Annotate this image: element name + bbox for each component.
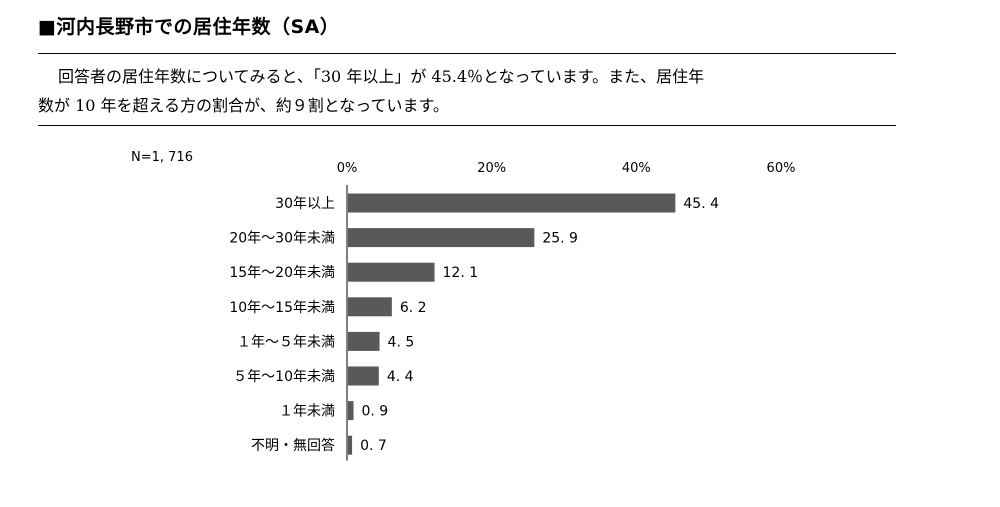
x-tick-label: 0% xyxy=(337,161,358,176)
bar xyxy=(348,435,353,455)
bar xyxy=(348,401,354,421)
bar-value-label: 0. 9 xyxy=(362,404,389,420)
bar xyxy=(348,331,380,351)
x-tick-label: 40% xyxy=(622,161,651,176)
bar xyxy=(348,193,676,213)
bar-value-label: 25. 9 xyxy=(542,231,578,247)
bar xyxy=(348,228,535,248)
category-label: 不明・無回答 xyxy=(251,437,335,454)
bar xyxy=(348,366,379,386)
bar-value-label: 6. 2 xyxy=(400,300,427,316)
summary-paragraph: 回答者の居住年数についてみると、「30 年以上」が 45.4％となっています。ま… xyxy=(38,62,896,120)
category-label: 15年～20年未満 xyxy=(229,265,335,281)
summary-line-1: 回答者の居住年数についてみると、「30 年以上」が 45.4％となっています。ま… xyxy=(38,62,896,91)
bar-value-label: 0. 7 xyxy=(360,438,387,454)
residence-years-bar-chart: 0% 20% 40% 60% 30年以上 45. 4 20年～30年未満 25. 9 15年～2… xyxy=(229,161,796,461)
bar xyxy=(348,297,392,317)
bar xyxy=(348,262,435,282)
bar-value-label: 45. 4 xyxy=(683,196,719,212)
category-label: １年未満 xyxy=(279,404,335,420)
category-label: 20年～30年未満 xyxy=(229,231,335,247)
page-title: ■河内長野市での居住年数（SA） xyxy=(38,16,340,38)
category-label: ５年～10年未満 xyxy=(233,369,335,385)
summary-line-2: 数が 10 年を超える方の割合が、約９割となっています。 xyxy=(38,96,449,115)
bar-value-label: 4. 5 xyxy=(388,334,415,350)
title-underline xyxy=(38,53,896,54)
x-tick-label: 60% xyxy=(767,161,796,176)
summary-line-1-text: 回答者の居住年数についてみると、「30 年以上」が 45.4％となっています。ま… xyxy=(58,67,705,86)
x-tick-label: 20% xyxy=(477,161,506,176)
category-label: １年～５年未満 xyxy=(237,334,335,350)
category-label: 30年以上 xyxy=(275,196,335,212)
category-label: 10年～15年未満 xyxy=(229,300,335,316)
bar-value-label: 12. 1 xyxy=(443,265,479,281)
bar-value-label: 4. 4 xyxy=(387,369,414,385)
sample-size-label: N=1, 716 xyxy=(131,150,193,165)
paragraph-underline xyxy=(38,125,896,126)
